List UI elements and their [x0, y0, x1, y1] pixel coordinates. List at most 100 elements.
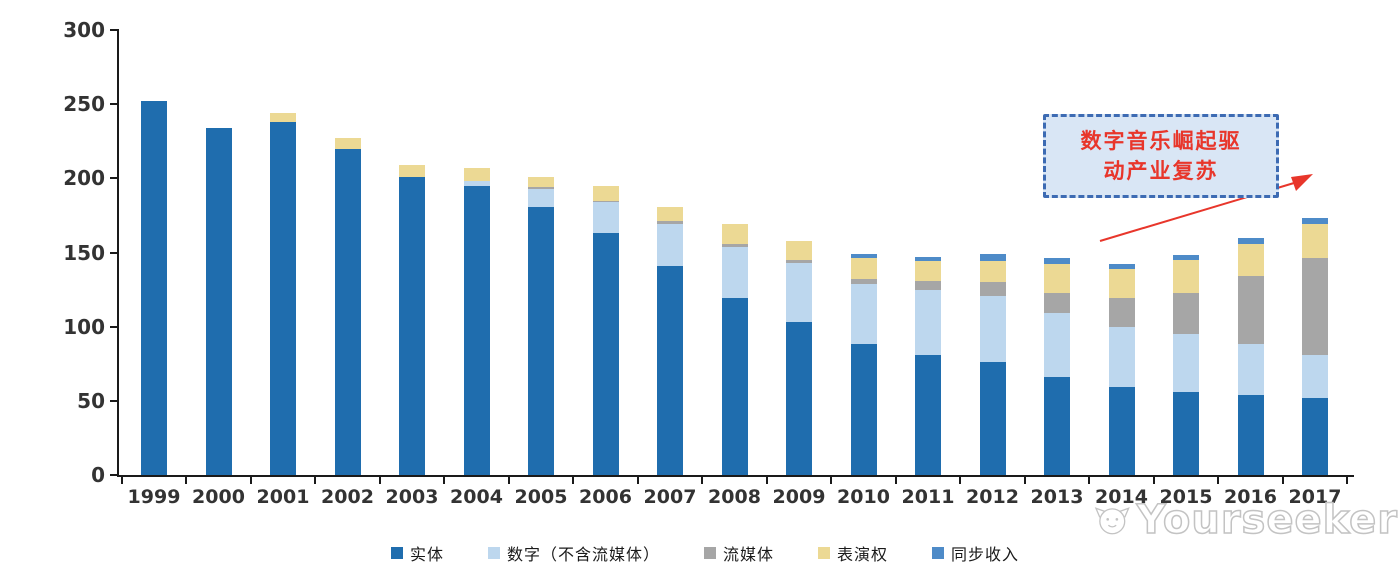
x-tick-mark [572, 477, 575, 484]
x-tick-label: 2016 [1224, 486, 1277, 508]
y-tick-mark [110, 325, 119, 328]
bar-segment-表演权 [786, 240, 812, 260]
bar-segment-数字（不含流媒体） [1237, 344, 1264, 395]
y-tick-label: 100 [63, 314, 105, 339]
bar-segment-表演权 [721, 224, 748, 244]
bar-segment-表演权 [270, 113, 296, 122]
x-tick-mark [765, 477, 768, 484]
legend-item: 流媒体 [703, 541, 774, 565]
bar-segment-表演权 [850, 258, 877, 280]
x-tick-label: 2015 [1159, 486, 1213, 508]
bar-segment-实体 [528, 206, 554, 475]
y-tick-mark [110, 474, 119, 476]
bar-segment-表演权 [334, 138, 361, 149]
y-tick-mark [110, 103, 119, 106]
watermark: Yourseeker [1092, 492, 1398, 548]
bar-segment-数字（不含流媒体） [721, 246, 748, 299]
bar-segment-流媒体 [1237, 276, 1264, 345]
x-tick-mark [378, 477, 381, 484]
bar-segment-表演权 [592, 185, 619, 201]
watermark-text: Yourseeker [1136, 496, 1398, 544]
y-tick-label: 250 [63, 92, 105, 117]
x-tick-mark [1281, 477, 1284, 484]
legend: 实体 数字（不含流媒体） 流媒体 表演权 同步收入 [120, 541, 1290, 565]
x-tick-label: 2005 [514, 486, 568, 508]
legend-swatch-icon [818, 547, 830, 559]
bar-segment-表演权 [657, 206, 683, 222]
bar-segment-流媒体 [1108, 298, 1135, 327]
bar-segment-表演权 [528, 176, 554, 188]
bar-segment-实体 [1108, 387, 1135, 475]
y-tick-mark [110, 29, 119, 31]
x-tick-label: 2010 [837, 486, 890, 508]
legend-item: 表演权 [818, 541, 888, 565]
x-tick-label: 2004 [450, 486, 503, 508]
bar-segment-实体 [334, 148, 361, 475]
bar-segment-实体 [463, 185, 490, 475]
bar-segment-表演权 [915, 261, 941, 281]
bar-segment-流媒体 [1302, 258, 1328, 355]
bar-segment-流媒体 [786, 259, 812, 263]
x-tick-label: 2009 [772, 486, 826, 508]
x-tick-label: 2012 [966, 486, 1019, 508]
bar-segment-表演权 [463, 167, 490, 182]
bar-segment-流媒体 [721, 243, 748, 247]
bar-segment-表演权 [1108, 268, 1135, 299]
x-tick-mark [894, 477, 897, 484]
bar-segment-实体 [592, 233, 619, 475]
annotation-text-line1: 数字音乐崛起驱 [1080, 129, 1242, 153]
bar-segment-实体 [205, 127, 232, 475]
x-tick-mark [636, 477, 639, 484]
bar-segment-数字（不含流媒体） [657, 224, 683, 266]
bar-segment-数字（不含流媒体） [528, 188, 554, 207]
y-tick-mark [110, 177, 119, 180]
legend-item: 实体 [390, 541, 444, 565]
bar-segment-表演权 [979, 261, 1006, 283]
bar-segment-实体 [979, 362, 1006, 475]
x-tick-mark [1346, 477, 1349, 484]
legend-item: 数字（不含流媒体） [487, 541, 660, 565]
bar-segment-表演权 [1173, 259, 1199, 293]
x-tick-label: 2006 [579, 486, 632, 508]
bar-segment-流媒体 [1044, 292, 1070, 314]
bar-segment-实体 [1237, 394, 1264, 475]
x-tick-mark [701, 477, 704, 484]
y-tick-label: 150 [63, 240, 105, 265]
x-tick-mark [1088, 477, 1091, 484]
legend-label: 表演权 [837, 545, 889, 564]
x-tick-mark [1023, 477, 1026, 484]
bar-segment-表演权 [1044, 264, 1070, 293]
bar-segment-同步收入 [850, 253, 877, 259]
bar-segment-实体 [1302, 397, 1328, 475]
bar-segment-数字（不含流媒体） [850, 283, 877, 345]
bar-segment-数字（不含流媒体） [592, 202, 619, 234]
bar-segment-实体 [1173, 391, 1199, 475]
bar-segment-实体 [141, 101, 167, 475]
x-tick-mark [314, 477, 317, 484]
bar-segment-数字（不含流媒体） [915, 289, 941, 355]
bar-segment-流媒体 [657, 221, 683, 225]
bar-segment-同步收入 [1302, 218, 1328, 225]
x-tick-label: 2003 [385, 486, 439, 508]
x-tick-label: 2008 [708, 486, 761, 508]
x-tick-label: 2001 [256, 486, 310, 508]
x-axis-line [117, 475, 1354, 477]
x-tick-label: 2014 [1095, 486, 1148, 508]
y-tick-label: 200 [63, 166, 105, 191]
bar-segment-实体 [1044, 377, 1070, 475]
bar-segment-流媒体 [528, 187, 554, 189]
bar-segment-表演权 [1237, 243, 1264, 277]
bar-segment-实体 [270, 121, 296, 475]
bar-segment-数字（不含流媒体） [1044, 313, 1070, 378]
x-tick-label: 1999 [127, 486, 181, 508]
bar-segment-实体 [657, 265, 683, 475]
x-tick-mark [507, 477, 510, 484]
bar-segment-实体 [399, 176, 425, 475]
x-tick-mark [120, 477, 123, 484]
bar-segment-数字（不含流媒体） [786, 262, 812, 323]
annotation-text-line2: 动产业复苏 [1103, 159, 1219, 183]
x-tick-label: 2013 [1030, 486, 1084, 508]
y-tick-mark [110, 251, 119, 254]
bar-segment-实体 [850, 344, 877, 475]
